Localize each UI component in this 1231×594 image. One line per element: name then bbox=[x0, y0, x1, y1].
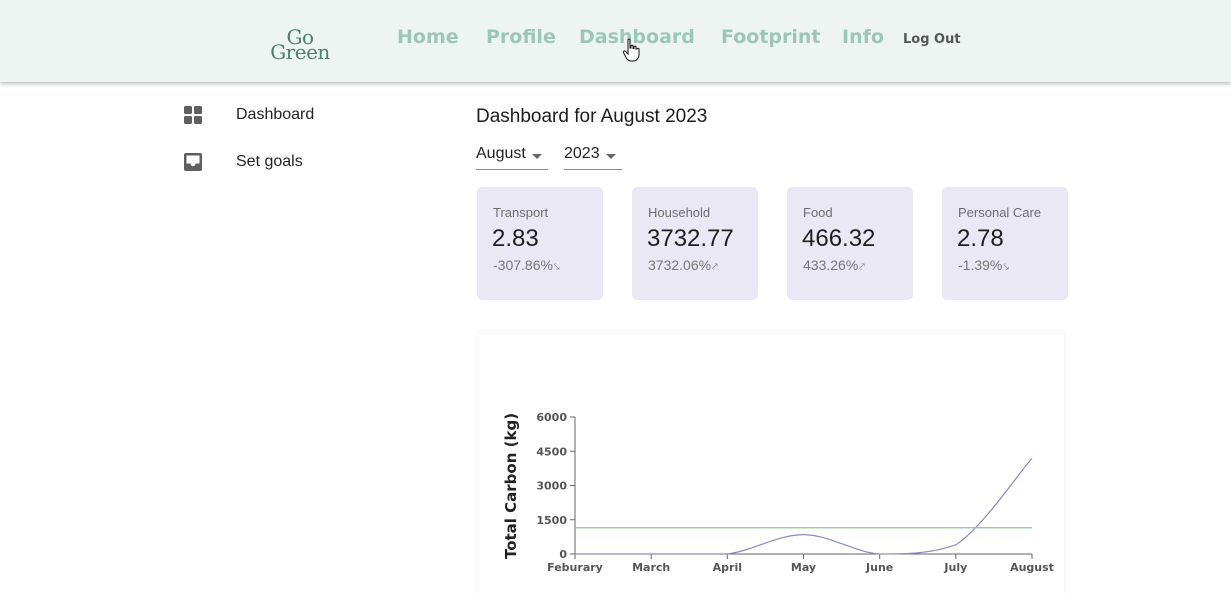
card-change-text: -307.86% bbox=[493, 257, 553, 273]
summary-card-household: Household 3732.77 3732.06%⤤ bbox=[632, 187, 758, 300]
sidebar-item-label: Set goals bbox=[236, 153, 303, 170]
month-select-value: August bbox=[476, 145, 526, 162]
sidebar-item-dashboard[interactable]: Dashboard bbox=[182, 103, 314, 127]
card-value: 3732.77 bbox=[647, 225, 734, 252]
card-change-text: 3732.06% bbox=[648, 257, 712, 273]
year-select-value: 2023 bbox=[564, 145, 600, 162]
trend-down-icon: ⤥ bbox=[1003, 262, 1009, 273]
x-tick-label: August bbox=[1010, 561, 1054, 574]
card-change-text: 433.26% bbox=[803, 257, 859, 273]
nav-home[interactable]: Home bbox=[397, 26, 459, 48]
x-tick-label: July bbox=[943, 561, 967, 574]
inbox-icon bbox=[184, 153, 202, 171]
card-label: Household bbox=[648, 205, 711, 220]
card-label: Transport bbox=[493, 205, 549, 220]
page-title: Dashboard for August 2023 bbox=[476, 106, 708, 127]
y-tick-label: 4500 bbox=[536, 445, 567, 458]
year-select[interactable]: 2023 bbox=[564, 144, 622, 170]
y-axis-label: Total Carbon (kg) bbox=[502, 413, 520, 559]
nav-footprint[interactable]: Footprint bbox=[721, 26, 821, 48]
card-change: 3732.06%⤤ bbox=[648, 257, 718, 273]
logo-line-1: Go bbox=[286, 25, 314, 49]
trend-up-icon: ⤤ bbox=[859, 262, 865, 273]
go-green-logo[interactable]: Go Green bbox=[268, 25, 332, 64]
chevron-down-icon bbox=[532, 154, 542, 159]
chevron-down-icon bbox=[606, 154, 616, 159]
trend-down-icon: ⤥ bbox=[553, 262, 560, 273]
x-tick-label: March bbox=[632, 561, 670, 574]
dashboard-grid-icon bbox=[184, 106, 202, 124]
x-tick-label: Feburary bbox=[547, 561, 603, 574]
card-change: -307.86%⤥ bbox=[493, 257, 560, 273]
card-value: 466.32 bbox=[802, 225, 876, 252]
y-tick-label: 0 bbox=[559, 548, 567, 561]
x-tick-label: June bbox=[865, 561, 893, 574]
month-select[interactable]: August bbox=[476, 144, 548, 170]
card-label: Personal Care bbox=[958, 205, 1042, 220]
sidebar-item-set-goals[interactable]: Set goals bbox=[182, 150, 303, 174]
sidebar-item-label: Dashboard bbox=[236, 106, 315, 123]
card-change: 433.26%⤤ bbox=[803, 257, 865, 273]
x-tick-label: May bbox=[791, 561, 816, 574]
x-tick-label: April bbox=[713, 561, 742, 574]
nav-profile[interactable]: Profile bbox=[486, 26, 556, 48]
y-tick-label: 6000 bbox=[536, 411, 567, 424]
card-change: -1.39%⤥ bbox=[958, 257, 1009, 273]
summary-card-personal-care: Personal Care 2.78 -1.39%⤥ bbox=[942, 187, 1068, 300]
card-change-text: -1.39% bbox=[958, 257, 1003, 273]
hand-cursor-icon bbox=[622, 38, 640, 62]
total-carbon-series-line bbox=[575, 457, 1033, 555]
y-tick-label: 1500 bbox=[536, 514, 567, 527]
summary-card-transport: Transport 2.83 -307.86%⤥ bbox=[477, 187, 603, 300]
card-label: Food bbox=[803, 205, 833, 220]
carbon-line-chart: Total Carbon (kg) 0 1500 3000 4500 6000 Febur… bbox=[502, 411, 1054, 574]
card-value: 2.83 bbox=[492, 225, 539, 252]
logo-line-2: Green bbox=[270, 40, 330, 64]
carbon-chart-card: Total Carbon (kg) 0 1500 3000 4500 6000 Febur… bbox=[477, 334, 1064, 594]
top-nav-bar: Go Green Home Profile Dashboard Footprin… bbox=[0, 0, 1231, 82]
logout-button[interactable]: Log Out bbox=[903, 32, 961, 47]
card-value: 2.78 bbox=[957, 225, 1004, 252]
trend-up-icon: ⤤ bbox=[712, 262, 718, 273]
summary-card-food: Food 466.32 433.26%⤤ bbox=[787, 187, 913, 300]
nav-info[interactable]: Info bbox=[842, 26, 884, 48]
nav-dashboard[interactable]: Dashboard bbox=[579, 26, 695, 48]
y-tick-label: 3000 bbox=[536, 480, 567, 493]
